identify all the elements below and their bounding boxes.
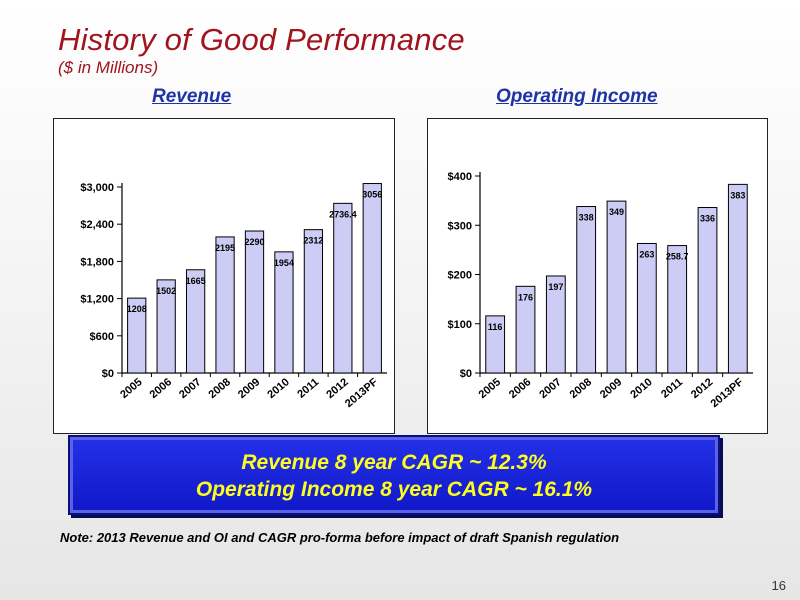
oi-chart-panel: $0 $100 $200 $300 $400 116 2005 176 2006 197 2007 3… <box>427 118 768 434</box>
revenue-chart-heading: Revenue <box>152 86 232 107</box>
oi-data-label: 338 <box>579 213 594 223</box>
revenue-x-tick-label: 2013PF <box>343 376 380 410</box>
revenue-bar <box>156 279 176 374</box>
revenue-x-tick-label: 2011 <box>295 376 321 401</box>
oi-data-label: 349 <box>609 207 624 217</box>
revenue-x-tick-label: 2009 <box>236 376 262 401</box>
oi-bar <box>636 242 657 374</box>
revenue-y-tick-label: $1,800 <box>80 256 114 268</box>
oi-x-tick-label: 2008 <box>568 376 594 401</box>
revenue-y-tick-label: $0 <box>102 368 114 380</box>
oi-data-label: 383 <box>730 190 745 200</box>
revenue-bar <box>362 183 382 374</box>
oi-data-label: 258.7 <box>666 252 689 262</box>
revenue-x-tick-label: 2008 <box>207 376 233 401</box>
oi-cagr-text: Operating Income 8 year CAGR ~ 16.1% <box>195 478 593 501</box>
revenue-y-tick-label: $3,000 <box>80 182 114 194</box>
oi-x-tick-label: 2011 <box>659 376 685 401</box>
revenue-bar <box>274 251 294 374</box>
oi-x-tick-label: 2006 <box>507 376 533 401</box>
revenue-bar <box>333 202 353 374</box>
revenue-data-label: 2290 <box>244 237 264 247</box>
revenue-data-label: 1208 <box>127 304 147 314</box>
oi-y-tick-label: $200 <box>448 270 472 282</box>
oi-bar <box>485 315 506 374</box>
oi-data-label: 116 <box>488 322 503 332</box>
revenue-x-tick-label: 2010 <box>265 376 291 401</box>
oi-x-tick-label: 2007 <box>537 376 563 401</box>
cagr-summary-box: Revenue 8 year CAGR ~ 12.3% Operating In… <box>68 435 720 515</box>
revenue-bar <box>185 269 206 374</box>
oi-bar <box>545 275 566 374</box>
page-number: 16 <box>771 578 786 593</box>
revenue-data-label: 2736.4 <box>329 209 357 219</box>
oi-bar <box>606 200 627 374</box>
revenue-x-tick-label: 2005 <box>118 376 144 401</box>
revenue-y-tick-label: $2,400 <box>80 219 114 231</box>
revenue-x-tick-label: 2007 <box>177 376 203 401</box>
revenue-chart-panel: $0 $600 $1,200 $1,800 $2,400 $3,000 1208 2005 15… <box>53 118 395 434</box>
oi-x-tick-label: 2010 <box>628 376 654 401</box>
oi-y-tick-label: $300 <box>448 220 472 232</box>
oi-x-tick-label: 2009 <box>598 376 624 401</box>
page-subtitle: ($ in Millions) <box>58 58 159 77</box>
revenue-bar <box>215 236 235 374</box>
oi-data-label: 263 <box>639 249 654 259</box>
revenue-data-label: 1665 <box>186 276 206 286</box>
revenue-data-label: 1502 <box>156 286 176 296</box>
oi-data-label: 197 <box>548 282 563 292</box>
oi-y-tick-label: $400 <box>448 171 472 183</box>
oi-bar <box>515 285 536 374</box>
oi-bar <box>727 183 748 374</box>
oi-bar <box>576 206 597 374</box>
oi-data-label: 176 <box>518 292 533 302</box>
revenue-bar <box>303 229 324 374</box>
revenue-data-label: 1954 <box>274 258 294 268</box>
oi-bar <box>667 245 688 374</box>
oi-y-tick-label: $0 <box>460 368 472 380</box>
revenue-bar <box>127 297 147 374</box>
revenue-data-label: 3056 <box>362 190 382 200</box>
operating-income-chart: $0 $100 $200 $300 $400 116 2005 176 2006 197 2007 3… <box>448 171 753 410</box>
revenue-chart: $0 $600 $1,200 $1,800 $2,400 $3,000 1208 2005 15… <box>80 182 387 410</box>
oi-data-label: 336 <box>700 214 715 224</box>
revenue-y-tick-label: $600 <box>90 331 114 343</box>
oi-x-tick-label: 2005 <box>477 376 503 401</box>
page-title: History of Good Performance <box>58 22 465 57</box>
oi-x-tick-label: 2013PF <box>709 376 746 410</box>
oi-chart-heading: Operating Income <box>496 86 658 107</box>
oi-y-tick-label: $100 <box>448 319 472 331</box>
footnote: Note: 2013 Revenue and OI and CAGR pro-f… <box>60 530 620 545</box>
revenue-cagr-text: Revenue 8 year CAGR ~ 12.3% <box>241 451 547 474</box>
revenue-bar <box>244 230 265 374</box>
revenue-data-label: 2312 <box>303 236 323 246</box>
revenue-x-tick-label: 2006 <box>148 376 174 401</box>
revenue-data-label: 2195 <box>215 243 235 253</box>
oi-bar <box>697 207 718 374</box>
revenue-y-tick-label: $1,200 <box>80 294 114 306</box>
